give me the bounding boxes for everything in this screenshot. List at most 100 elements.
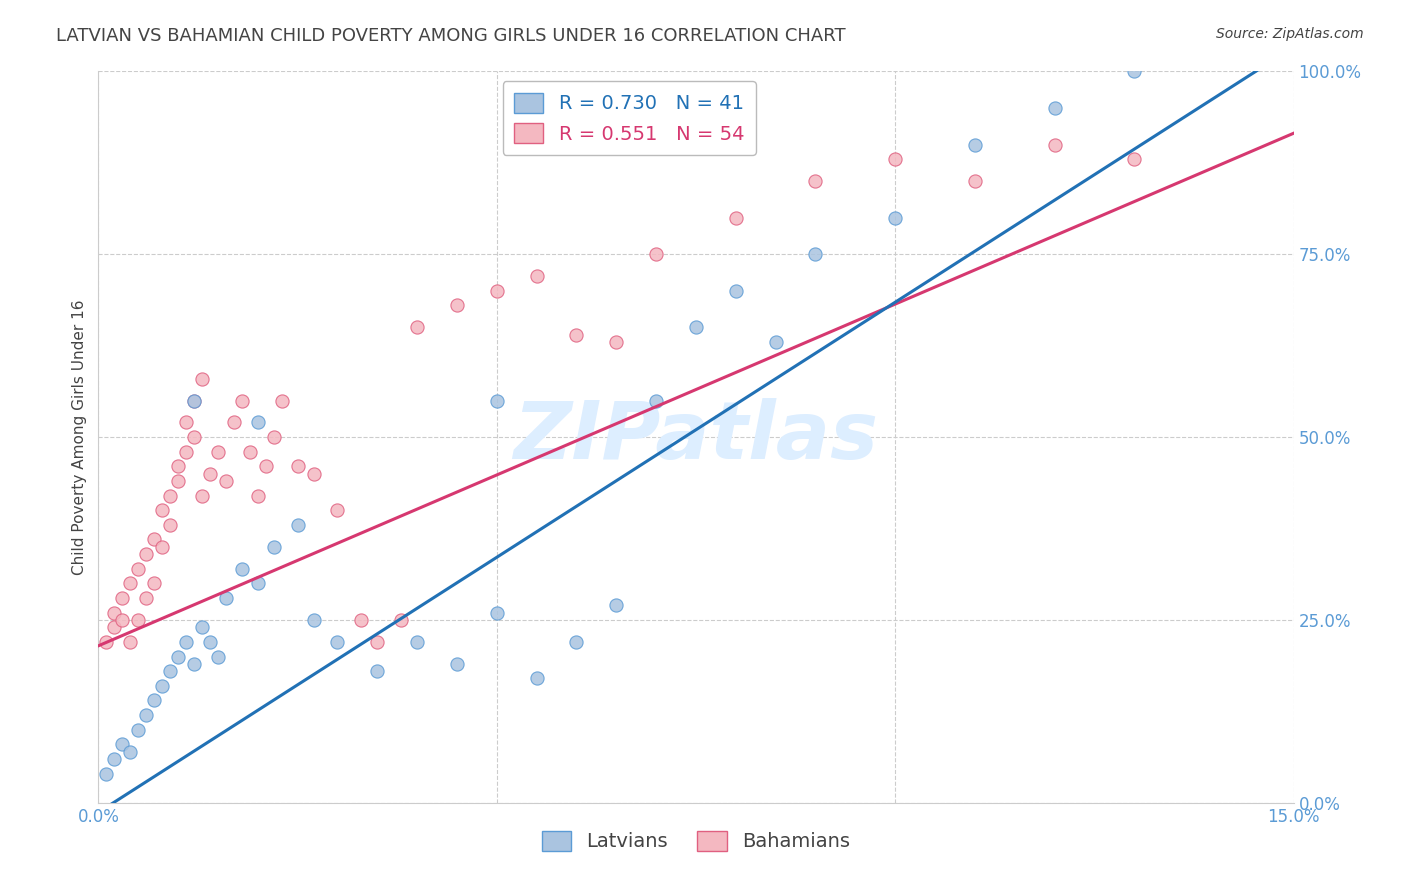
- Point: [103, 752, 125, 766]
- Point: [239, 444, 262, 458]
- Point: [406, 635, 429, 649]
- Point: [605, 599, 627, 613]
- Point: [526, 269, 548, 284]
- Point: [263, 430, 285, 444]
- Point: [127, 723, 149, 737]
- Point: [183, 393, 205, 408]
- Point: [1123, 64, 1146, 78]
- Point: [1043, 101, 1066, 115]
- Point: [485, 393, 508, 408]
- Point: [446, 298, 468, 312]
- Point: [215, 591, 238, 605]
- Point: [135, 708, 157, 723]
- Point: [446, 657, 468, 671]
- Point: [127, 613, 149, 627]
- Point: [287, 517, 309, 532]
- Point: [231, 393, 253, 408]
- Point: [1043, 137, 1066, 152]
- Point: [191, 620, 214, 634]
- Point: [159, 664, 181, 678]
- Point: [254, 459, 277, 474]
- Point: [198, 467, 221, 481]
- Point: [215, 474, 238, 488]
- Point: [111, 591, 134, 605]
- Point: [406, 320, 429, 334]
- Point: [724, 284, 747, 298]
- Point: [159, 489, 181, 503]
- Text: LATVIAN VS BAHAMIAN CHILD POVERTY AMONG GIRLS UNDER 16 CORRELATION CHART: LATVIAN VS BAHAMIAN CHILD POVERTY AMONG …: [56, 27, 846, 45]
- Point: [565, 635, 588, 649]
- Point: [143, 693, 166, 707]
- Point: [207, 649, 229, 664]
- Point: [143, 533, 166, 547]
- Point: [605, 334, 627, 349]
- Point: [765, 334, 787, 349]
- Point: [350, 613, 373, 627]
- Point: [804, 247, 827, 261]
- Point: [103, 620, 125, 634]
- Point: [150, 503, 173, 517]
- Point: [120, 576, 142, 591]
- Point: [167, 474, 190, 488]
- Point: [287, 459, 309, 474]
- Point: [198, 635, 221, 649]
- Text: Source: ZipAtlas.com: Source: ZipAtlas.com: [1216, 27, 1364, 41]
- Point: [183, 430, 205, 444]
- Point: [135, 591, 157, 605]
- Point: [96, 766, 118, 780]
- Point: [685, 320, 707, 334]
- Point: [389, 613, 412, 627]
- Point: [174, 416, 197, 430]
- Point: [326, 503, 349, 517]
- Point: [120, 635, 142, 649]
- Point: [111, 613, 134, 627]
- Point: [207, 444, 229, 458]
- Point: [222, 416, 245, 430]
- Point: [565, 327, 588, 342]
- Point: [302, 467, 325, 481]
- Point: [191, 371, 214, 385]
- Point: [884, 211, 907, 225]
- Point: [270, 393, 292, 408]
- Legend: Latvians, Bahamians: Latvians, Bahamians: [534, 822, 858, 859]
- Point: [1123, 152, 1146, 166]
- Point: [804, 174, 827, 188]
- Point: [645, 393, 668, 408]
- Point: [231, 562, 253, 576]
- Point: [246, 489, 269, 503]
- Point: [246, 416, 269, 430]
- Y-axis label: Child Poverty Among Girls Under 16: Child Poverty Among Girls Under 16: [72, 300, 87, 574]
- Point: [326, 635, 349, 649]
- Point: [645, 247, 668, 261]
- Point: [103, 606, 125, 620]
- Point: [183, 657, 205, 671]
- Point: [526, 672, 548, 686]
- Point: [150, 679, 173, 693]
- Point: [120, 745, 142, 759]
- Point: [302, 613, 325, 627]
- Point: [263, 540, 285, 554]
- Point: [485, 284, 508, 298]
- Point: [246, 576, 269, 591]
- Point: [167, 459, 190, 474]
- Point: [135, 547, 157, 561]
- Point: [111, 737, 134, 751]
- Point: [963, 174, 986, 188]
- Point: [159, 517, 181, 532]
- Point: [150, 540, 173, 554]
- Point: [127, 562, 149, 576]
- Point: [183, 393, 205, 408]
- Point: [366, 635, 388, 649]
- Point: [366, 664, 388, 678]
- Point: [191, 489, 214, 503]
- Point: [724, 211, 747, 225]
- Point: [143, 576, 166, 591]
- Point: [96, 635, 118, 649]
- Point: [963, 137, 986, 152]
- Point: [174, 635, 197, 649]
- Text: ZIPatlas: ZIPatlas: [513, 398, 879, 476]
- Point: [174, 444, 197, 458]
- Point: [167, 649, 190, 664]
- Point: [485, 606, 508, 620]
- Point: [884, 152, 907, 166]
